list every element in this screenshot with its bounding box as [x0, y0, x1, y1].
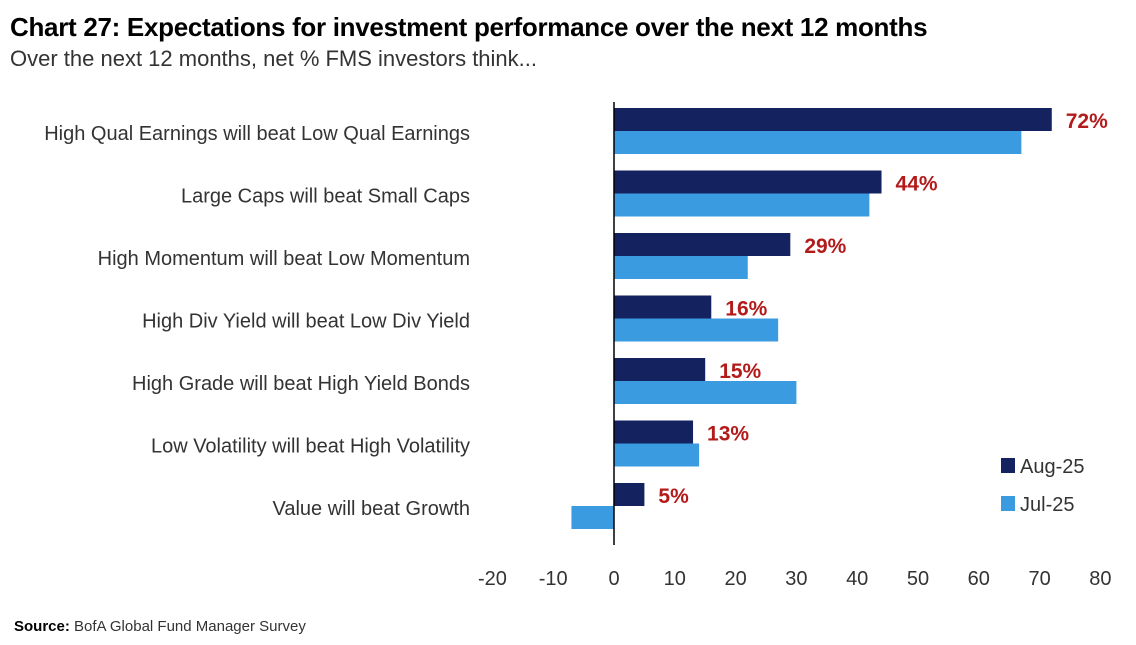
data-label: 5% [658, 485, 689, 508]
legend-swatch-aug-25 [1001, 458, 1015, 473]
bar-aug-25 [614, 483, 645, 506]
category-label: High Qual Earnings will beat Low Qual Ea… [44, 123, 470, 145]
x-tick-label: 40 [846, 568, 868, 590]
x-tick-label: 20 [724, 568, 746, 590]
source-label: Source: [14, 618, 70, 635]
bar-aug-25 [614, 420, 694, 444]
x-tick-label: 10 [664, 568, 686, 590]
legend-label-aug-25: Aug-25 [1020, 456, 1085, 478]
chart-title: Chart 27: Expectations for investment pe… [10, 12, 928, 42]
x-tick-label: 70 [1028, 568, 1050, 590]
category-label: Low Volatility will beat High Volatility [151, 436, 470, 458]
source-note: Source: BofA Global Fund Manager Survey [14, 618, 306, 635]
category-label: Value will beat Growth [273, 498, 471, 520]
legend-label-jul-25: Jul-25 [1020, 494, 1074, 516]
category-label: High Div Yield will beat Low Div Yield [142, 311, 470, 333]
bar-jul-25 [614, 131, 1022, 154]
x-tick-label: 0 [608, 568, 619, 590]
data-label: 72% [1066, 110, 1108, 133]
bar-aug-25 [614, 358, 706, 381]
category-label: High Momentum will beat Low Momentum [98, 248, 470, 270]
category-label: Large Caps will beat Small Caps [181, 186, 470, 208]
bar-jul-25 [614, 318, 779, 342]
data-label: 29% [804, 235, 846, 258]
bar-jul-25 [571, 506, 614, 529]
x-tick-label: 50 [907, 568, 929, 590]
data-label: 44% [896, 173, 938, 196]
bar-jul-25 [614, 256, 748, 279]
data-label: 13% [707, 423, 749, 446]
bar-jul-25 [614, 381, 797, 404]
chart-subtitle: Over the next 12 months, net % FMS inves… [10, 46, 538, 71]
bar-aug-25 [614, 295, 712, 319]
x-tick-label: 60 [968, 568, 990, 590]
x-tick-label: 80 [1089, 568, 1111, 590]
legend-swatch-jul-25 [1001, 496, 1015, 511]
source-text: BofA Global Fund Manager Survey [74, 618, 306, 635]
data-label: 16% [725, 298, 767, 321]
bar-jul-25 [614, 443, 700, 467]
x-tick-label: -20 [478, 568, 507, 590]
x-tick-label: 30 [785, 568, 807, 590]
x-tick-label: -10 [539, 568, 568, 590]
data-label: 15% [719, 360, 761, 383]
category-label: High Grade will beat High Yield Bonds [132, 373, 470, 395]
bar-aug-25 [614, 233, 791, 256]
bar-jul-25 [614, 193, 870, 217]
bar-aug-25 [614, 170, 882, 194]
bar-aug-25 [614, 108, 1052, 131]
